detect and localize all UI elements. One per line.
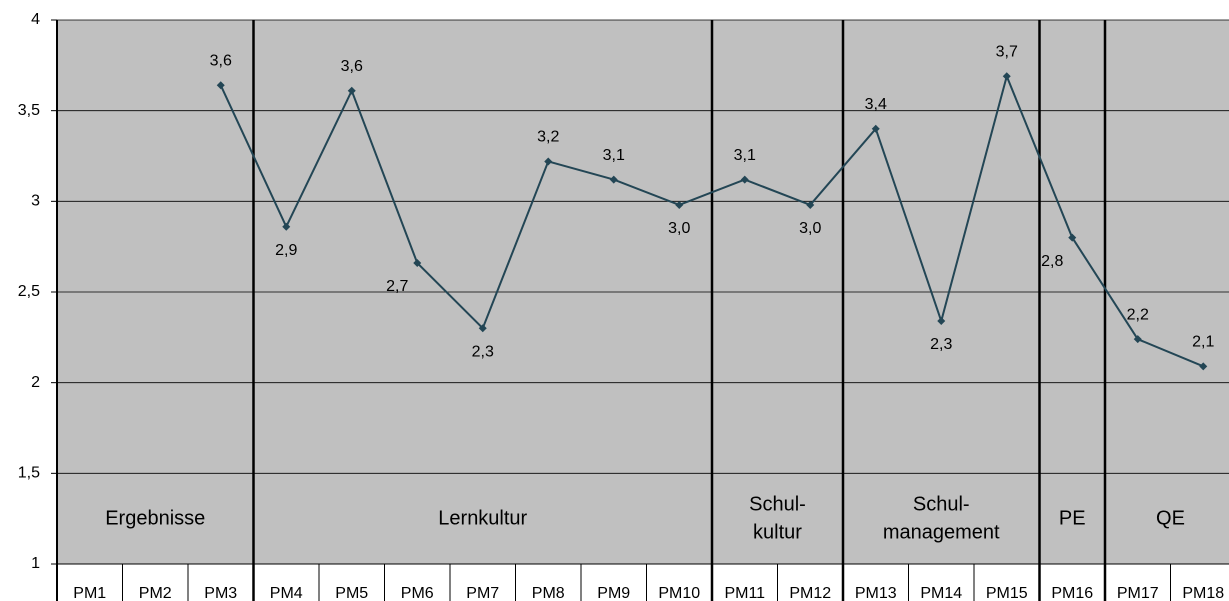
x-tick-label: PM7	[466, 585, 499, 601]
data-point	[282, 222, 291, 231]
data-label: 2,7	[386, 278, 408, 295]
data-label: 3,6	[210, 52, 232, 69]
y-tick-label: 3,5	[18, 102, 40, 119]
data-label: 2,2	[1127, 306, 1149, 323]
x-tick-label: PM11	[724, 585, 765, 601]
data-point	[609, 175, 618, 184]
x-tick-label: PM6	[401, 585, 434, 601]
group-label: QE	[1156, 507, 1185, 529]
data-point	[1199, 362, 1208, 371]
data-point	[1133, 335, 1142, 344]
x-tick-label: PM13	[855, 585, 897, 601]
data-label: 2,3	[930, 336, 952, 353]
x-tick-label: PM2	[139, 585, 172, 601]
group-label: management	[883, 521, 1000, 543]
data-label: 3,2	[537, 129, 559, 146]
data-label: 2,8	[1041, 253, 1063, 270]
data-point	[806, 200, 815, 209]
y-tick-label: 3	[31, 193, 40, 210]
group-label: Schul-	[913, 493, 970, 515]
y-tick-label: 2,5	[18, 283, 40, 300]
data-label: 3,0	[799, 220, 821, 237]
data-label: 3,0	[668, 220, 690, 237]
data-label: 3,6	[341, 58, 363, 75]
data-label: 3,1	[734, 147, 756, 164]
x-tick-label: PM5	[335, 585, 368, 601]
x-tick-label: PM17	[1117, 585, 1159, 601]
data-point	[544, 157, 553, 166]
x-tick-label: PM1	[73, 585, 106, 601]
x-tick-label: PM14	[920, 585, 962, 601]
data-point	[1002, 72, 1011, 81]
group-label: PE	[1059, 507, 1086, 529]
data-label: 3,1	[603, 147, 625, 164]
y-tick-label: 1	[31, 555, 40, 572]
data-label: 2,1	[1192, 334, 1214, 351]
group-label: Lernkultur	[438, 507, 527, 529]
data-point	[347, 86, 356, 95]
x-tick-label: PM10	[658, 585, 700, 601]
group-label: kultur	[753, 521, 802, 543]
data-point	[478, 324, 487, 333]
x-tick-label: PM3	[204, 585, 237, 601]
data-line	[219, 73, 1204, 368]
x-tick-label: PM12	[789, 585, 831, 601]
data-point	[1068, 233, 1077, 242]
group-label: Schul-	[749, 493, 806, 515]
y-tick-label: 2	[31, 374, 40, 391]
x-tick-label: PM15	[986, 585, 1028, 601]
data-point	[413, 258, 422, 267]
data-label: 2,9	[275, 242, 297, 259]
data-point	[740, 175, 749, 184]
data-point	[675, 200, 684, 209]
data-label: 3,7	[996, 43, 1018, 60]
x-tick-label: PM8	[532, 585, 565, 601]
x-tick-label: PM9	[597, 585, 630, 601]
group-label: Ergebnisse	[105, 507, 205, 529]
y-tick-label: 1,5	[18, 465, 40, 482]
y-tick-label: 4	[31, 11, 40, 28]
data-point	[937, 317, 946, 326]
x-tick-label: PM16	[1051, 585, 1093, 601]
data-point	[216, 81, 225, 90]
data-label: 2,3	[472, 343, 494, 360]
x-tick-label: PM4	[270, 585, 303, 601]
x-tick-label: PM18	[1182, 585, 1224, 601]
data-point	[871, 124, 880, 133]
data-label: 3,4	[865, 96, 887, 113]
